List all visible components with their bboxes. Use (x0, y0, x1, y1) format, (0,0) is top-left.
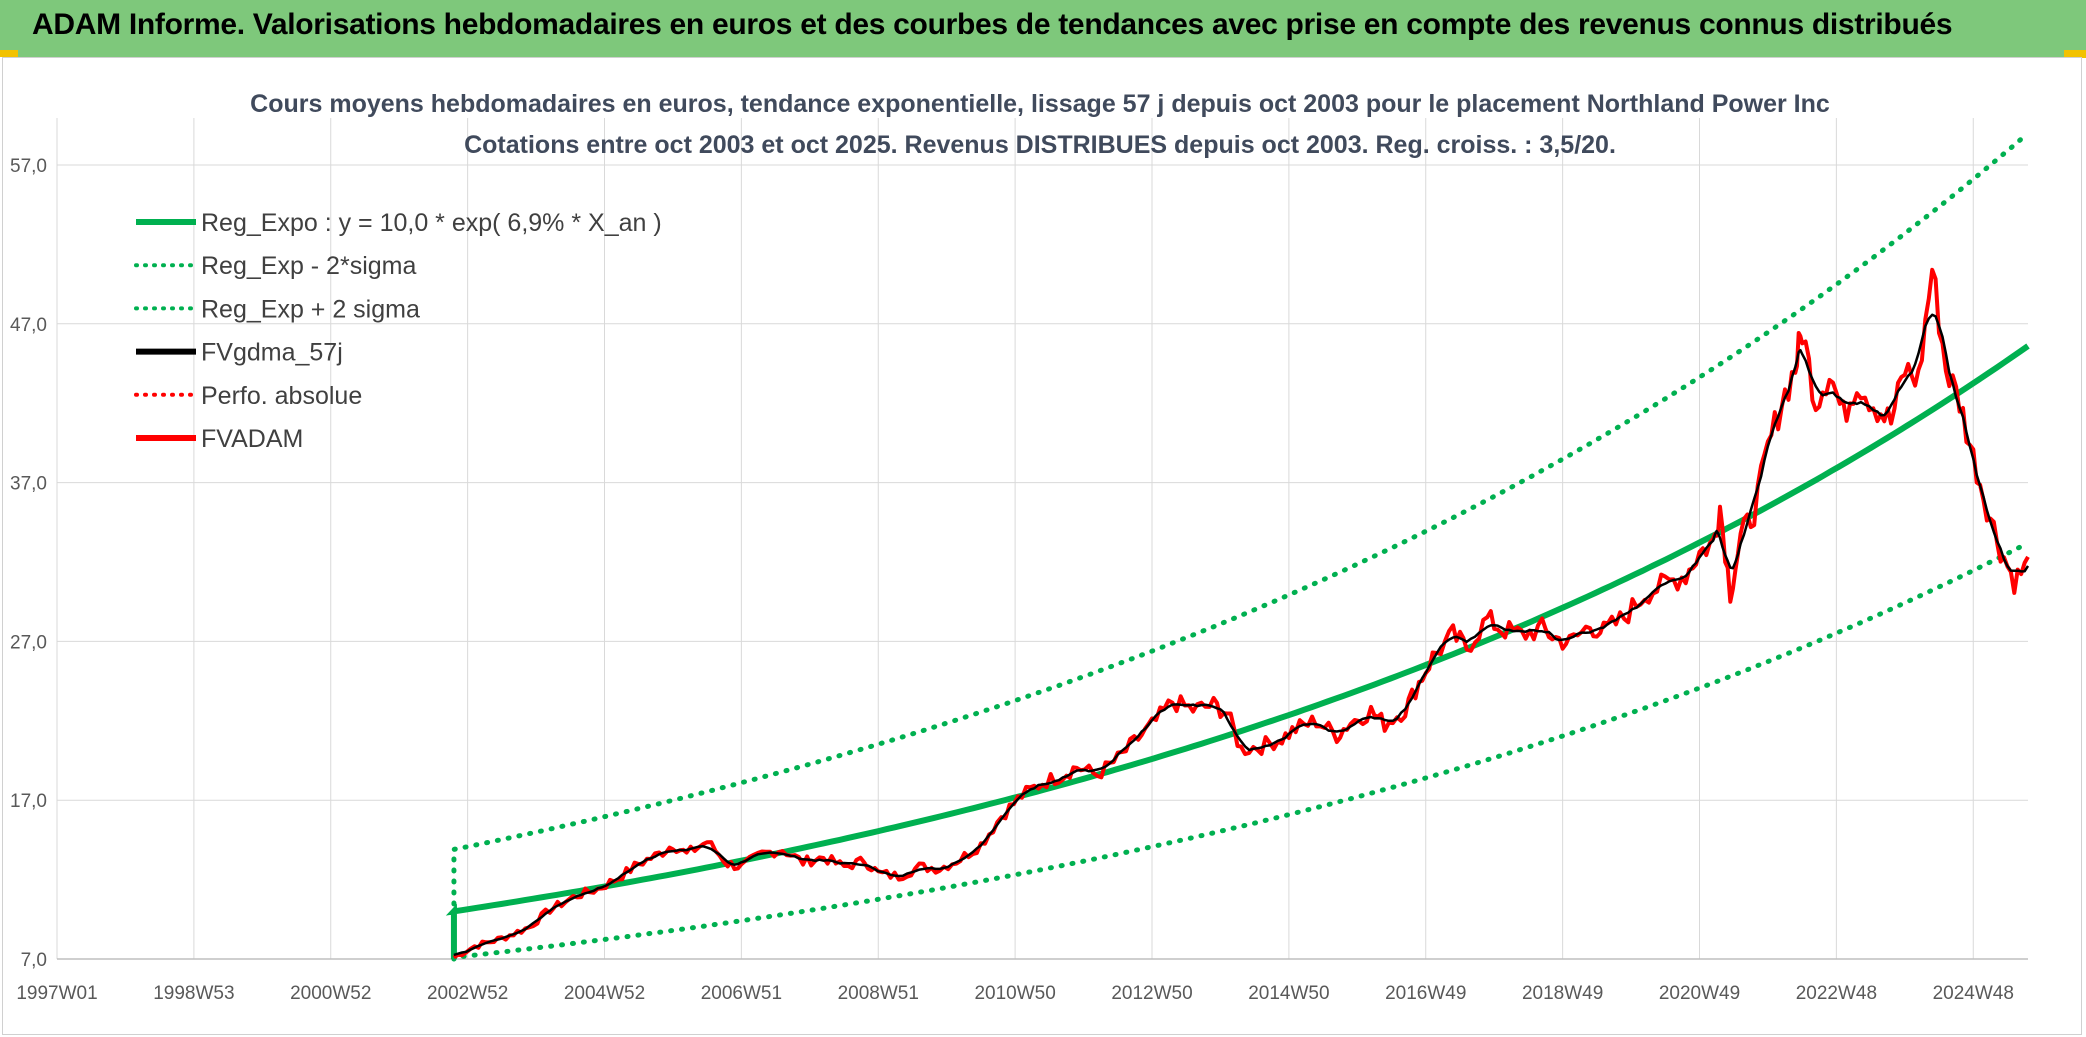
chart-area (2, 57, 2082, 1035)
y-tick-label: 27,0 (10, 632, 47, 653)
x-tick-label: 2014W50 (1248, 983, 1329, 1004)
x-axis-ticks: 1997W01 1998W53 2000W52 2002W52 2004W52 2006W… (16, 983, 2014, 1004)
x-tick-label: 2004W52 (564, 983, 645, 1004)
series-reg-exp-plus-2-sigma (447, 130, 2031, 962)
corner-mark-left (0, 50, 18, 57)
x-tick-label: 2000W52 (290, 983, 371, 1004)
x-tick-label: 2006W51 (701, 983, 782, 1004)
legend-label: Reg_Expo : y = 10,0 * exp( 6,9% * X_an ) (201, 209, 662, 237)
y-axis-ticks: 7,0 17,0 27,0 37,0 47,0 57,0 (10, 156, 47, 971)
x-tick-label: 1997W01 (16, 983, 97, 1004)
y-tick-label: 7,0 (21, 950, 47, 971)
x-tick-label: 2002W52 (427, 983, 508, 1004)
x-tick-label: 2022W48 (1796, 983, 1877, 1004)
legend-label: Reg_Exp + 2 sigma (201, 295, 420, 323)
y-tick-label: 37,0 (10, 474, 47, 495)
x-tick-label: 2012W50 (1111, 983, 1192, 1004)
series-fvadam (452, 267, 2030, 960)
series-fvgdma-57j (453, 313, 2030, 957)
y-tick-label: 57,0 (10, 156, 47, 177)
x-tick-label: 2010W50 (974, 983, 1055, 1004)
x-tick-label: 2020W49 (1659, 983, 1740, 1004)
x-tick-label: 1998W53 (153, 983, 234, 1004)
legend: Reg_Expo : y = 10,0 * exp( 6,9% * X_an )… (134, 209, 662, 453)
legend-label: FVADAM (201, 425, 303, 453)
series-group (445, 130, 2031, 962)
chart-title-line-1: Cours moyens hebdomadaires en euros, ten… (250, 90, 1830, 118)
page-title: ADAM Informe. Valorisations hebdomadaire… (32, 8, 1953, 41)
legend-label: Reg_Exp - 2*sigma (201, 252, 416, 280)
x-tick-label: 2018W49 (1522, 983, 1603, 1004)
corner-mark-right (2064, 50, 2086, 58)
y-tick-label: 47,0 (10, 315, 47, 336)
x-tick-label: 2024W48 (1933, 983, 2014, 1004)
x-tick-label: 2008W51 (838, 983, 919, 1004)
gridlines (56, 118, 2028, 960)
chart-title-line-2: Cotations entre oct 2003 et oct 2025. Re… (464, 131, 1616, 159)
series-reg-exp-minus-2-sigma (451, 540, 2031, 962)
x-tick-label: 2016W49 (1385, 983, 1466, 1004)
legend-label: Perfo. absolue (201, 382, 362, 410)
header-band (0, 0, 2086, 57)
legend-label: FVgdma_57j (201, 339, 343, 367)
y-tick-label: 17,0 (10, 791, 47, 812)
